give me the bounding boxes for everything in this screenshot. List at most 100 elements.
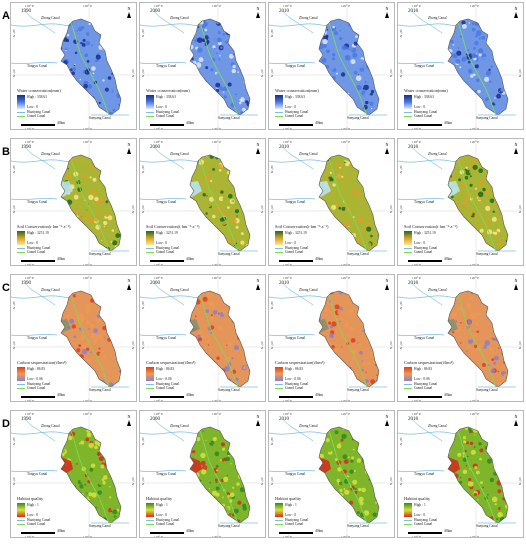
panel-year: 2018	[408, 417, 418, 422]
legend-huaiyang-label: Huaiyang Canal	[414, 517, 438, 522]
label-sanyang-canal: Sanyang Canal	[89, 252, 111, 256]
lat-tick: 33° N	[141, 205, 145, 214]
map-svg	[11, 139, 136, 265]
scale-unit: 40km	[186, 393, 195, 397]
legend-high: High : 338.63	[414, 94, 434, 99]
lon-tick: 118° E	[25, 4, 35, 8]
arrow-icon	[385, 420, 389, 426]
north-arrow: N	[255, 7, 261, 18]
legend-huaiyang-canal: Huaiyang Canal	[17, 246, 77, 250]
label-zhong-canal: Zhong Canal	[299, 152, 318, 156]
scale-unit: 40km	[444, 529, 453, 533]
arrow-icon	[127, 420, 131, 426]
river-line	[398, 334, 445, 336]
lon-tick: 118° E	[412, 4, 422, 8]
lon-tick: 118° E	[154, 412, 164, 416]
legend-ramp: High : 338.63 Low : 0	[404, 94, 464, 110]
label-sanyang-canal: Sanyang Canal	[89, 116, 111, 120]
arrow-icon	[256, 12, 260, 18]
legend-low: Low : 0	[156, 104, 168, 109]
panel-year: 2000	[150, 145, 160, 150]
legend-grand-canal: Grand Canal	[146, 386, 206, 390]
legend-ramp: High : 3251.19 Low : 0	[146, 230, 206, 246]
legend-huaiyang-label: Huaiyang Canal	[285, 245, 309, 250]
legend-grand-label: Grand Canal	[285, 522, 304, 527]
legend-grand-label: Grand Canal	[414, 522, 433, 527]
legend-low: Low : 0	[414, 240, 426, 245]
study-area-outline	[189, 290, 251, 388]
legend-high: High : 3251.19	[414, 230, 436, 235]
legend-color-bar	[17, 502, 25, 517]
panel-year: 2000	[150, 417, 160, 422]
lon-tick: 118° E	[25, 276, 35, 280]
lon-tick: 120° E	[341, 535, 351, 538]
legend-grand-label: Grand Canal	[156, 522, 175, 527]
legend-huaiyang-label: Huaiyang Canal	[27, 517, 51, 522]
lat-tick: 33° N	[12, 69, 16, 78]
legend-grand-label: Grand Canal	[156, 114, 175, 119]
label-zhong-canal: Zhong Canal	[41, 16, 60, 20]
study-area-outline	[318, 290, 380, 388]
map-panel: 2018 N Zhong Canal Tongyu Canal Sanyang …	[397, 410, 524, 538]
label-tongyu-canal: Tongyu Canal	[285, 472, 306, 476]
grand-canal-line	[328, 430, 368, 524]
lon-tick: 118° E	[154, 4, 164, 8]
legend-grand-canal: Grand Canal	[275, 250, 335, 254]
grand-canal-line	[70, 158, 110, 252]
legend-grand-canal: Grand Canal	[146, 250, 206, 254]
legend-title: Soil Conservation(t·hm⁻²·a⁻¹)	[404, 224, 458, 229]
scale-unit: 40km	[186, 257, 195, 261]
map-svg	[398, 275, 523, 401]
lon-tick: 118° E	[412, 399, 422, 402]
north-label: N	[385, 142, 389, 147]
map-panel: 2018 N Zhong Canal Tongyu Canal Sanyang …	[397, 274, 524, 402]
legend: Habitat quality High : 1 Low : 0 Huaiyan…	[146, 496, 206, 527]
label-zhong-canal: Zhong Canal	[170, 16, 189, 20]
legend-huaiyang-canal: Huaiyang Canal	[275, 518, 335, 522]
legend-grand-label: Grand Canal	[285, 250, 304, 255]
panel-year: 2010	[279, 417, 289, 422]
grand-canal-line	[328, 158, 368, 252]
lat-tick: 33° N	[260, 341, 264, 350]
north-arrow: N	[126, 415, 132, 426]
arrow-icon	[127, 12, 131, 18]
legend-low: Low : 0	[285, 104, 297, 109]
map-svg	[140, 3, 265, 129]
scale-bar	[21, 260, 55, 262]
lon-tick: 120° E	[212, 535, 222, 538]
legend-huaiyang-label: Huaiyang Canal	[414, 381, 438, 386]
study-area-outline	[60, 290, 122, 388]
legend-low: Low : 0	[156, 240, 168, 245]
label-sanyang-canal: Sanyang Canal	[476, 116, 498, 120]
scale-unit: 40km	[186, 529, 195, 533]
scale-bar	[279, 396, 313, 398]
lat-tick: 34° N	[270, 437, 274, 446]
legend: Habitat quality High : 1 Low : 0 Huaiyan…	[17, 496, 77, 526]
legend-low: Low : 0	[414, 512, 426, 517]
lat-tick: 33° N	[399, 69, 403, 78]
arrow-icon	[127, 284, 131, 290]
legend-title: Carbon sequestration(t/hm²)	[275, 360, 325, 365]
lon-tick: 120° E	[83, 412, 93, 416]
lon-tick: 120° E	[470, 399, 480, 402]
legend-low: Low : 0.06	[414, 376, 430, 381]
grand-canal-line	[70, 430, 110, 524]
north-label: N	[127, 278, 131, 283]
north-arrow: N	[126, 279, 132, 290]
label-sanyang-canal: Sanyang Canal	[347, 524, 369, 528]
lon-tick: 120° E	[212, 4, 222, 8]
legend-huaiyang-canal: Huaiyang Canal	[146, 518, 206, 522]
label-tongyu-canal: Tongyu Canal	[27, 336, 48, 340]
legend-color-bar	[17, 366, 25, 381]
river-line	[140, 470, 187, 472]
scale-bar	[408, 396, 442, 398]
scale-bar	[279, 532, 313, 534]
arrow-icon	[514, 420, 518, 426]
north-label: N	[256, 6, 260, 11]
lon-tick: 118° E	[25, 399, 35, 402]
study-area-outline	[447, 290, 509, 388]
legend-title: Water conservation(mm)	[404, 88, 448, 93]
label-sanyang-canal: Sanyang Canal	[218, 252, 240, 256]
legend-title: Water conservation(mm)	[146, 88, 190, 93]
scale-bar	[408, 260, 442, 262]
